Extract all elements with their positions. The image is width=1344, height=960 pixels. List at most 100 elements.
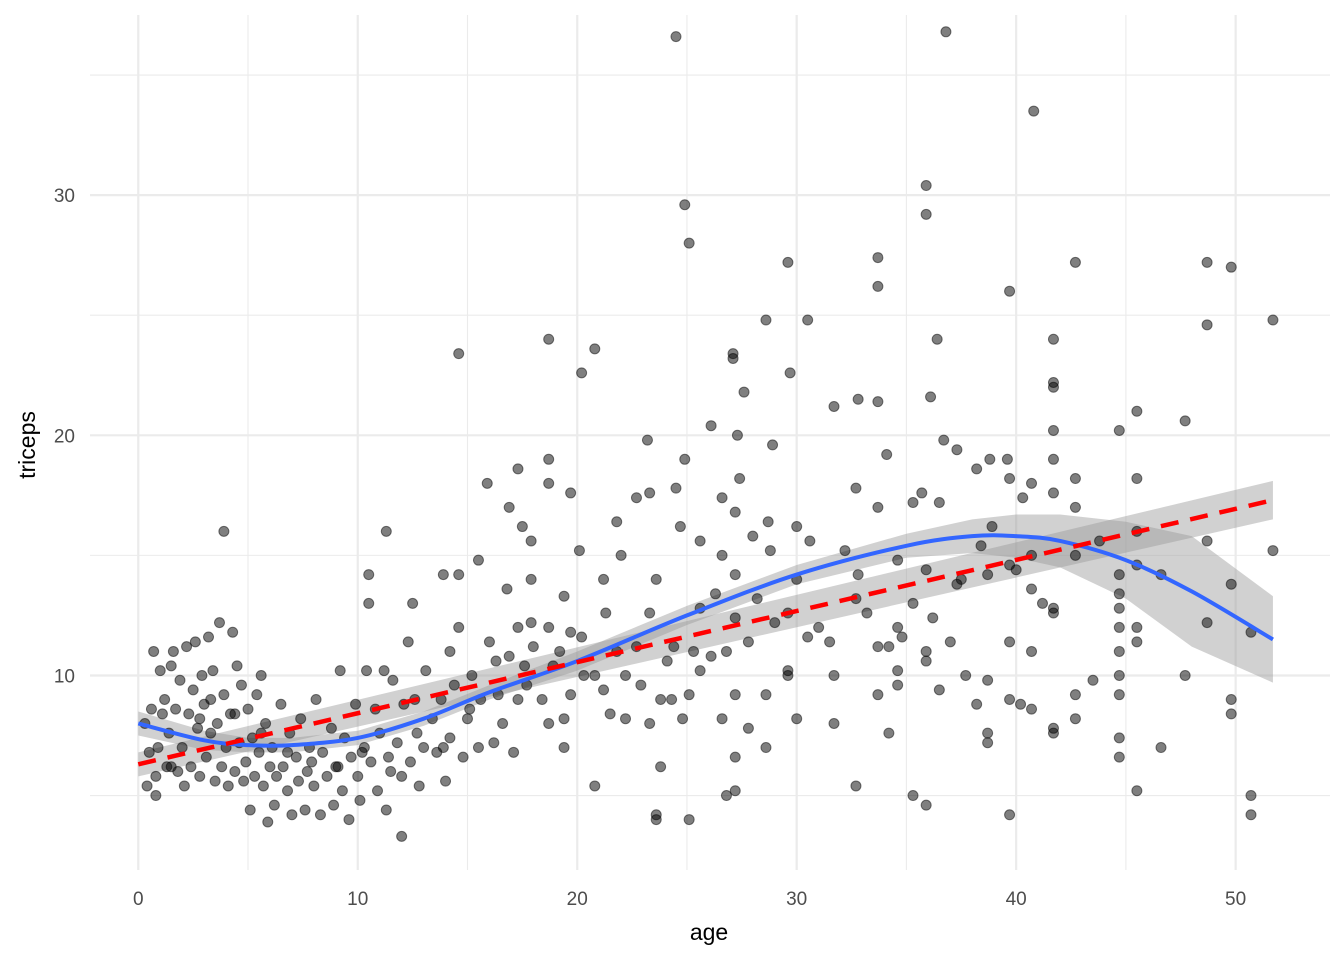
- data-point: [159, 693, 171, 705]
- data-point: [185, 761, 197, 773]
- data-point: [920, 208, 932, 220]
- data-point: [892, 621, 904, 633]
- data-point: [892, 665, 904, 677]
- data-point: [543, 621, 555, 633]
- data-point: [1131, 785, 1143, 797]
- data-point: [543, 717, 555, 729]
- data-point: [176, 742, 188, 754]
- data-point: [674, 521, 686, 533]
- data-point: [920, 564, 932, 576]
- data-point: [257, 780, 269, 792]
- data-point: [1131, 636, 1143, 648]
- data-point: [1113, 645, 1125, 657]
- data-point: [525, 573, 537, 585]
- data-point: [200, 751, 212, 763]
- data-point: [361, 665, 373, 677]
- data-point: [760, 314, 772, 326]
- data-point: [984, 453, 996, 465]
- data-point: [325, 722, 337, 734]
- data-point: [907, 497, 919, 509]
- data-point: [183, 708, 195, 720]
- data-point: [1113, 751, 1125, 763]
- data-point: [391, 737, 403, 749]
- tick-labels: 0 10 20 30 40 50 10 20 30: [54, 186, 1246, 910]
- data-point: [516, 521, 528, 533]
- data-point: [453, 621, 465, 633]
- data-point: [558, 590, 570, 602]
- data-point: [883, 727, 895, 739]
- data-point: [352, 770, 364, 782]
- data-point: [729, 785, 741, 797]
- data-point: [194, 770, 206, 782]
- data-point: [1131, 405, 1143, 417]
- data-point: [1069, 549, 1081, 561]
- data-point: [920, 799, 932, 811]
- data-point: [1047, 424, 1059, 436]
- data-point: [1028, 105, 1040, 117]
- data-point: [791, 521, 803, 533]
- data-point: [249, 770, 261, 782]
- data-point: [850, 482, 862, 494]
- data-point: [644, 487, 656, 499]
- data-point: [418, 742, 430, 754]
- data-point: [227, 626, 239, 638]
- data-point: [1131, 621, 1143, 633]
- data-point: [872, 396, 884, 408]
- loess-confidence-band: [138, 514, 1273, 753]
- data-point: [295, 713, 307, 725]
- x-tick-label: 20: [567, 889, 588, 910]
- data-point: [683, 689, 695, 701]
- lm-confidence-band: [138, 480, 1273, 777]
- data-point: [218, 525, 230, 537]
- data-point: [731, 429, 743, 441]
- data-point: [883, 641, 895, 653]
- data-point: [444, 645, 456, 657]
- data-point: [892, 679, 904, 691]
- data-point: [1201, 535, 1213, 547]
- data-point: [1026, 583, 1038, 595]
- data-point: [1026, 703, 1038, 715]
- data-point: [1004, 473, 1016, 485]
- data-point: [1113, 424, 1125, 436]
- data-point: [558, 742, 570, 754]
- data-point: [444, 732, 456, 744]
- data-point: [472, 554, 484, 566]
- data-point: [554, 645, 566, 657]
- data-point: [565, 626, 577, 638]
- data-point: [872, 252, 884, 264]
- data-point: [365, 756, 377, 768]
- data-point: [244, 804, 256, 816]
- data-point: [345, 751, 357, 763]
- data-point: [483, 636, 495, 648]
- data-point: [260, 717, 272, 729]
- data-point: [920, 655, 932, 667]
- data-point: [187, 684, 199, 696]
- data-point: [382, 751, 394, 763]
- data-point: [852, 393, 864, 405]
- data-point: [666, 693, 678, 705]
- data-point: [668, 641, 680, 653]
- x-tick-label: 50: [1225, 889, 1246, 910]
- data-point: [457, 751, 469, 763]
- data-point: [363, 569, 375, 581]
- data-point: [503, 501, 515, 513]
- y-tick-label: 10: [54, 666, 75, 687]
- data-point: [558, 713, 570, 725]
- data-point: [764, 545, 776, 557]
- linear-fit-line: [137, 497, 1274, 767]
- data-point: [982, 737, 994, 749]
- data-point: [501, 583, 513, 595]
- data-point: [218, 689, 230, 701]
- data-point: [222, 780, 234, 792]
- data-point: [354, 794, 366, 806]
- data-point: [282, 785, 294, 797]
- data-point: [1047, 333, 1059, 345]
- y-tick-label: 30: [54, 186, 75, 207]
- data-point: [262, 816, 274, 828]
- data-point: [229, 766, 241, 778]
- data-point: [525, 617, 537, 629]
- data-point: [1225, 578, 1237, 590]
- data-point: [277, 761, 289, 773]
- data-point: [1047, 727, 1059, 739]
- data-point: [253, 746, 265, 758]
